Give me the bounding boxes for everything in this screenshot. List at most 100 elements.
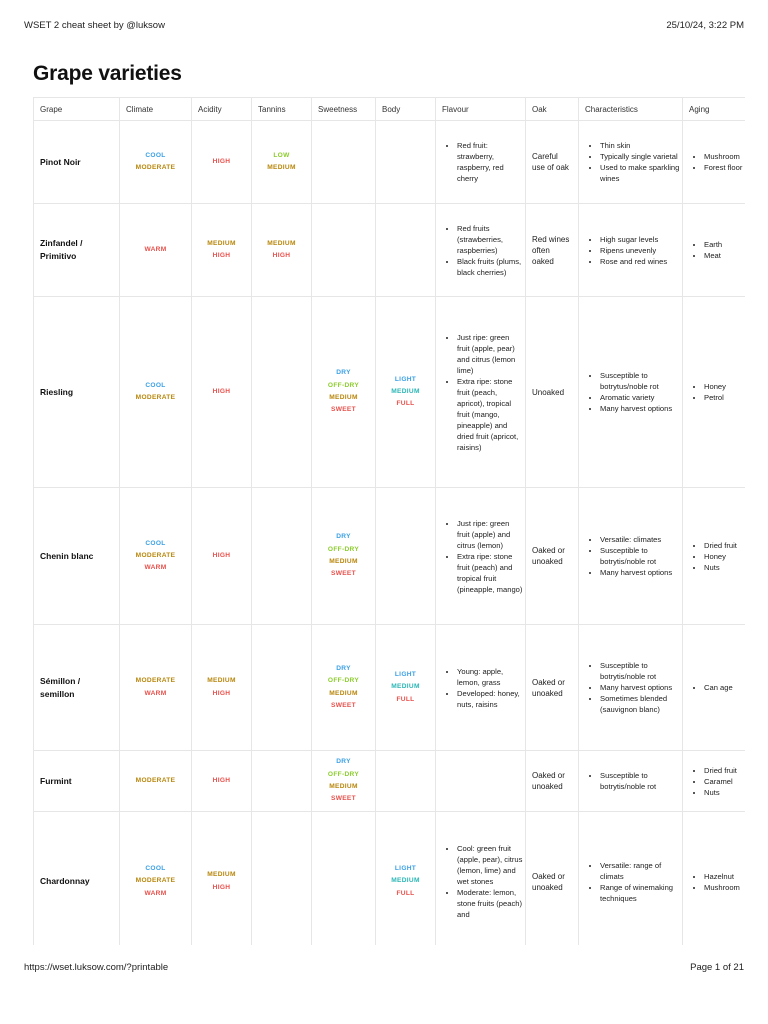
characteristics-list-item: Many harvest options bbox=[600, 567, 680, 578]
climate-cell: COOL MODERATE WARM bbox=[119, 811, 192, 945]
table-row: Sémillon / semillon MODERATE WARM MEDIUM HIG… bbox=[33, 624, 745, 751]
climate-tag: MODERATE bbox=[135, 877, 176, 885]
flavour-cell: Just ripe: green fruit (apple) and citru… bbox=[435, 487, 526, 625]
sweetness-tag: DRY bbox=[336, 533, 351, 541]
acidity-tag: HIGH bbox=[212, 157, 231, 165]
flavour-list: Young: apple, lemon, grassDeveloped: hon… bbox=[444, 666, 523, 710]
oak-cell: Careful use of oak bbox=[525, 120, 579, 204]
tannins-cell: MEDIUM HIGH bbox=[251, 203, 312, 297]
body-cell bbox=[375, 750, 436, 812]
acidity-tag: HIGH bbox=[212, 883, 231, 891]
acidity-cell: MEDIUM HIGH bbox=[191, 811, 252, 945]
climate-tag: WARM bbox=[144, 564, 167, 572]
flavour-list-item: Moderate: lemon, stone fruits (peach) an… bbox=[457, 887, 523, 920]
body-tag: MEDIUM bbox=[391, 877, 420, 885]
flavour-list-item: Just ripe: green fruit (apple, pear) and… bbox=[457, 332, 523, 376]
sweetness-tag: OFF-DRY bbox=[327, 381, 360, 389]
document-header-title: WSET 2 cheat sheet by @luksow bbox=[24, 20, 165, 31]
tannins-tag: MEDIUM bbox=[267, 239, 296, 247]
oak-cell: Oaked or unoaked bbox=[525, 624, 579, 751]
column-header: Sweetness bbox=[311, 97, 376, 121]
column-header: Grape bbox=[33, 97, 120, 121]
flavour-list: Red fruits (strawberries, raspberries)Bl… bbox=[444, 223, 523, 278]
flavour-list-item: Black fruits (plums, black cherries) bbox=[457, 256, 523, 278]
flavour-list-item: Cool: green fruit (apple, pear), citrus … bbox=[457, 843, 523, 887]
sweetness-tag: OFF-DRY bbox=[327, 545, 360, 553]
flavour-list-item: Extra ripe: stone fruit (peach) and trop… bbox=[457, 551, 523, 595]
sweetness-tag: MEDIUM bbox=[329, 394, 358, 401]
characteristics-cell: Thin skinTypically single varietalUsed t… bbox=[578, 120, 683, 204]
characteristics-list-item: Many harvest options bbox=[600, 682, 680, 693]
flavour-cell: Cool: green fruit (apple, pear), citrus … bbox=[435, 811, 526, 945]
aging-list: HoneyPetrol bbox=[691, 381, 745, 403]
tannins-tag: HIGH bbox=[272, 252, 291, 259]
characteristics-list-item: Susceptible to botrytis/noble rot bbox=[600, 770, 680, 792]
climate-tag: MODERATE bbox=[135, 551, 176, 559]
characteristics-list: High sugar levelsRipens unevenlyRose and… bbox=[587, 234, 680, 267]
column-header: Body bbox=[375, 97, 436, 121]
aging-list: Dried fruitCaramelNuts bbox=[691, 765, 745, 798]
body-cell: LIGHT MEDIUM FULL bbox=[375, 811, 436, 945]
sweetness-tag: MEDIUM bbox=[329, 558, 358, 565]
climate-tag: COOL bbox=[145, 151, 166, 159]
climate-tag: MODERATE bbox=[135, 164, 176, 171]
characteristics-list-item: Many harvest options bbox=[600, 403, 680, 414]
sweetness-cell: DRY OFF-DRY MEDIUM SWEET bbox=[311, 750, 376, 812]
body-cell bbox=[375, 203, 436, 297]
grape-cell: Chenin blanc bbox=[33, 487, 120, 625]
flavour-list-item: Extra ripe: stone fruit (peach, apricot)… bbox=[457, 376, 523, 453]
aging-list: Dried fruitHoneyNuts bbox=[691, 540, 745, 573]
sweetness-tag: MEDIUM bbox=[329, 689, 358, 697]
aging-list: MushroomForest floor bbox=[691, 151, 745, 173]
aging-list-item: Earth bbox=[704, 239, 745, 250]
oak-cell: Oaked or unoaked bbox=[525, 811, 579, 945]
aging-list-item: Caramel bbox=[704, 776, 745, 787]
aging-cell: Dried fruitCaramelNuts bbox=[682, 750, 745, 812]
oak-cell: Red wines often oaked bbox=[525, 203, 579, 297]
aging-list-item: Can age bbox=[704, 682, 745, 693]
acidity-cell: HIGH bbox=[191, 120, 252, 204]
flavour-list: Just ripe: green fruit (apple, pear) and… bbox=[444, 332, 523, 453]
grape-cell: Zinfandel / Primitivo bbox=[33, 203, 120, 297]
characteristics-list-item: High sugar levels bbox=[600, 234, 680, 245]
oak-cell: Unoaked bbox=[525, 296, 579, 488]
aging-cell: Dried fruitHoneyNuts bbox=[682, 487, 745, 625]
flavour-cell bbox=[435, 750, 526, 812]
flavour-list: Cool: green fruit (apple, pear), citrus … bbox=[444, 843, 523, 920]
table-row: Pinot Noir COOL MODERATE HIGH LOW MEDIUM Red f… bbox=[33, 120, 745, 204]
characteristics-list: Versatile: range of climatsRange of wine… bbox=[587, 860, 680, 904]
climate-cell: COOL MODERATE bbox=[119, 296, 192, 488]
acidity-cell: HIGH bbox=[191, 487, 252, 625]
aging-list: EarthMeat bbox=[691, 239, 745, 261]
column-header: Flavour bbox=[435, 97, 526, 121]
body-cell bbox=[375, 120, 436, 204]
characteristics-list-item: Versatile: range of climats bbox=[600, 860, 680, 882]
body-cell: LIGHT MEDIUM FULL bbox=[375, 296, 436, 488]
characteristics-list-item: Ripens unevenly bbox=[600, 245, 680, 256]
aging-list-item: Petrol bbox=[704, 392, 745, 403]
column-header: Characteristics bbox=[578, 97, 683, 121]
sweetness-cell: DRY OFF-DRY MEDIUM SWEET bbox=[311, 624, 376, 751]
grape-cell: Riesling bbox=[33, 296, 120, 488]
body-tag: LIGHT bbox=[394, 671, 417, 679]
document-footer-page: Page 1 of 21 bbox=[690, 962, 744, 973]
characteristics-list: Thin skinTypically single varietalUsed t… bbox=[587, 140, 680, 184]
tannins-tag: LOW bbox=[273, 151, 290, 159]
sweetness-cell bbox=[311, 203, 376, 297]
characteristics-list-item: Range of winemaking techniques bbox=[600, 882, 680, 904]
characteristics-list-item: Thin skin bbox=[600, 140, 680, 151]
sweetness-cell bbox=[311, 811, 376, 945]
sweetness-cell bbox=[311, 120, 376, 204]
flavour-cell: Red fruits (strawberries, raspberries)Bl… bbox=[435, 203, 526, 297]
body-tag: FULL bbox=[396, 400, 415, 408]
aging-list-item: Hazelnut bbox=[704, 871, 745, 882]
sweetness-tag: OFF-DRY bbox=[327, 677, 360, 685]
sweetness-cell: DRY OFF-DRY MEDIUM SWEET bbox=[311, 487, 376, 625]
climate-tag: COOL bbox=[145, 539, 166, 547]
table-row: Chardonnay COOL MODERATE WARM MEDIUM HIGH LIGH… bbox=[33, 811, 745, 945]
body-cell bbox=[375, 487, 436, 625]
characteristics-list-item: Rose and red wines bbox=[600, 256, 680, 267]
sweetness-tag: SWEET bbox=[331, 406, 356, 414]
climate-tag: MODERATE bbox=[135, 776, 176, 784]
aging-list-item: Forest floor bbox=[704, 162, 745, 173]
